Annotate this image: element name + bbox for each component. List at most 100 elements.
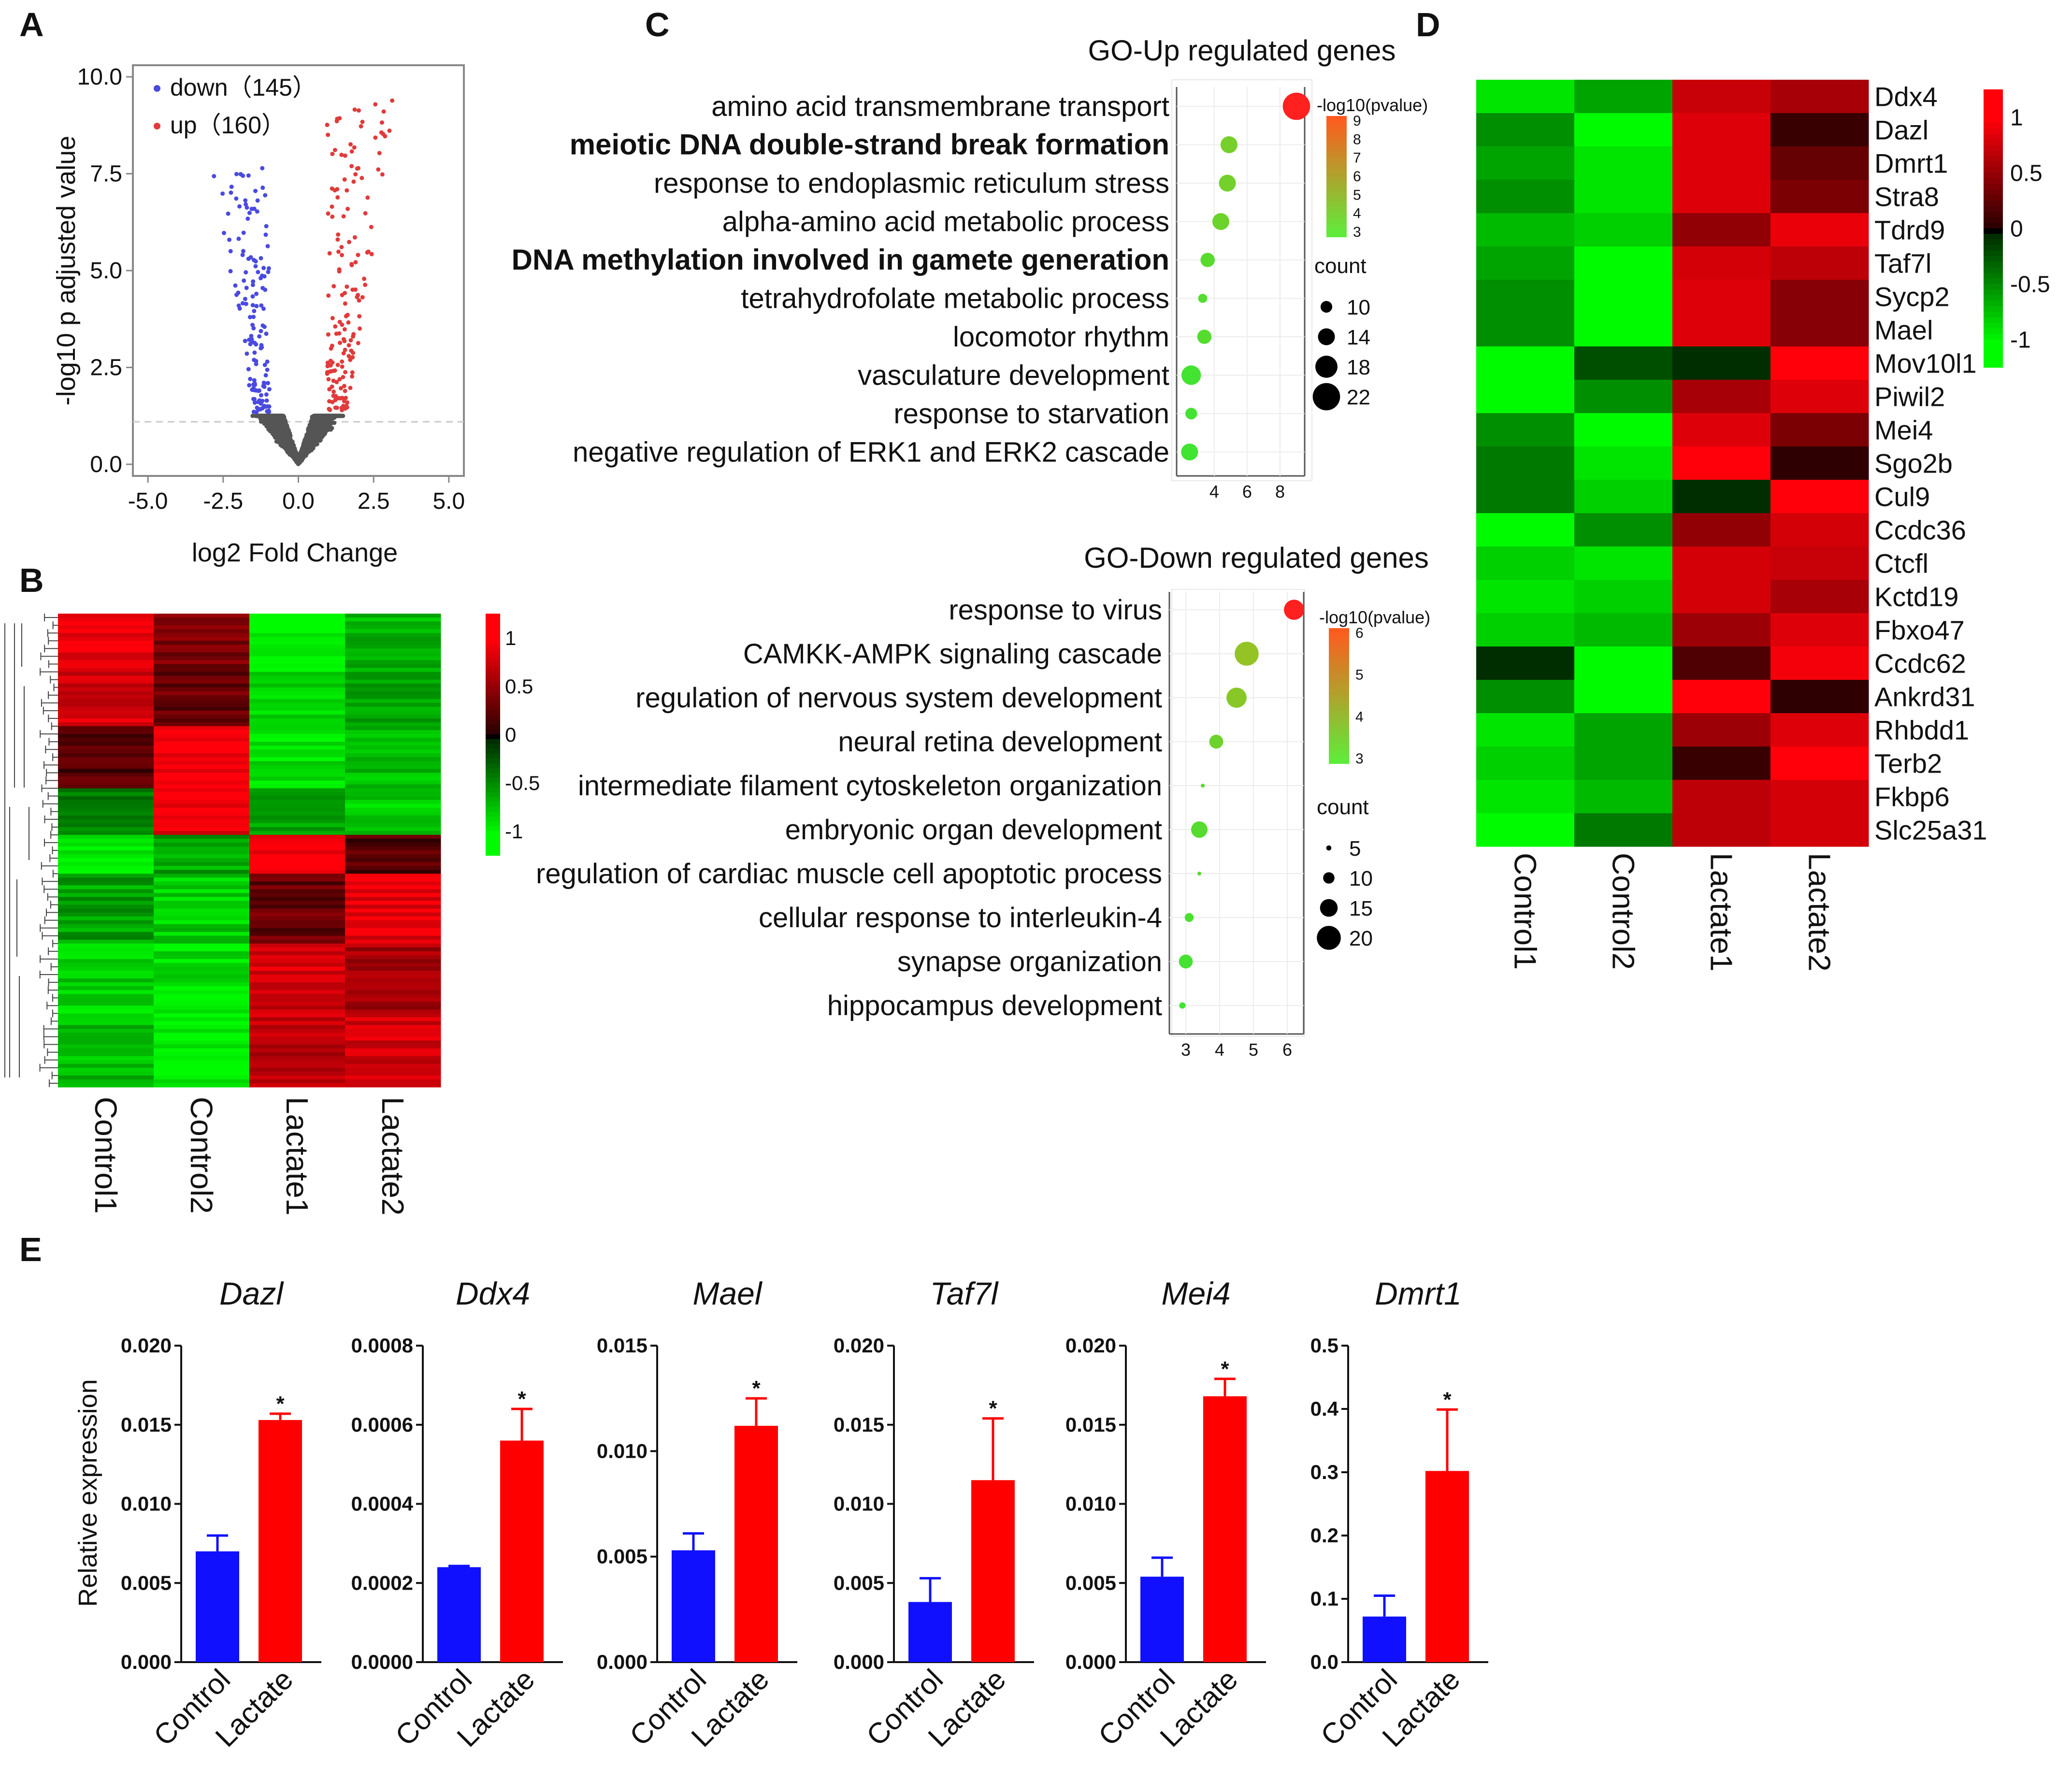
heatmap-b-cell (345, 994, 441, 998)
heatmap-b-cell (249, 1013, 345, 1018)
go-dot (1179, 954, 1193, 969)
volcano-point-down (249, 333, 254, 338)
heatmap-b-cell (345, 1025, 441, 1030)
heatmap-b-scale-step (486, 720, 500, 725)
volcano-point-down (251, 409, 256, 414)
heatmap-d-row-label: Tdrd9 (1874, 215, 1945, 245)
heatmap-b-cell (345, 773, 441, 777)
volcano-xtick-label: -5.0 (128, 488, 168, 514)
bar-rect (1363, 1616, 1406, 1662)
heatmap-b-cell (249, 769, 345, 773)
volcano-point-down (252, 350, 257, 355)
heatmap-b-cell (345, 815, 441, 820)
heatmap-b-cell (58, 1036, 154, 1041)
heatmap-b-cell (154, 1002, 250, 1006)
go-xtick-label: 3 (1181, 1040, 1191, 1060)
heatmap-b-cell (249, 897, 345, 901)
heatmap-b-cell (58, 780, 154, 785)
heatmap-b-cell (154, 656, 250, 660)
heatmap-d-scale-step (1984, 289, 2003, 296)
heatmap-b-cell (58, 823, 154, 828)
volcano-point-ns (310, 430, 315, 434)
heatmap-d-scale-step (1984, 167, 2003, 173)
heatmap-b-cell (154, 753, 250, 758)
volcano-point-down (251, 326, 256, 330)
heatmap-b-cell (154, 842, 250, 847)
heatmap-b-cell (58, 706, 154, 711)
heatmap-d-scale-step (1984, 195, 2003, 201)
heatmap-d-cell (1476, 213, 1575, 247)
volcano-point-down (260, 166, 265, 171)
heatmap-b-cell (154, 776, 250, 781)
heatmap-b-cell (345, 672, 441, 676)
go-color-legend-step (1329, 642, 1349, 646)
go-xtick-label: 8 (1275, 482, 1285, 502)
go-color-legend-step (1329, 686, 1349, 689)
heatmap-b-cell (58, 1067, 154, 1072)
heatmap-b-cell (345, 679, 441, 684)
go-color-legend-step (1329, 672, 1349, 676)
heatmap-b-cell (249, 656, 345, 660)
heatmap-b-cell (154, 1044, 250, 1049)
go-color-legend-step (1326, 173, 1347, 177)
heatmap-b-cell (345, 1029, 441, 1034)
go-color-legend-step (1326, 225, 1347, 229)
heatmap-b-cell (58, 901, 154, 905)
heatmap-b-scale-step (486, 763, 500, 769)
heatmap-b-cell (154, 874, 250, 878)
heatmap-b-cell (345, 1048, 441, 1053)
volcano-point-ns (316, 427, 320, 431)
go-color-legend-label: 6 (1355, 625, 1364, 641)
heatmap-b-cell (249, 877, 345, 882)
heatmap-b-cell (154, 1048, 250, 1053)
volcano-point-ns (250, 414, 255, 418)
go-dot (1181, 365, 1201, 385)
heatmap-b-column-label: Lactate2 (375, 1097, 410, 1216)
go-dot (1197, 330, 1212, 344)
heatmap-b-cell (58, 664, 154, 668)
heatmap-b-cell (58, 1052, 154, 1057)
bar-ytick-label: 0.2 (1310, 1524, 1338, 1547)
go-color-legend-step (1329, 706, 1349, 710)
volcano-point-down (263, 373, 268, 378)
volcano-point-down (261, 306, 266, 311)
heatmap-b-cell (249, 621, 345, 626)
go-color-legend-label: 9 (1353, 113, 1361, 129)
heatmap-b-cell (154, 858, 250, 862)
go-color-legend-step (1329, 638, 1349, 642)
bar-ytick-label: 0.010 (121, 1493, 172, 1515)
heatmap-d-cell (1672, 80, 1771, 114)
bar-ytick-label: 0.000 (597, 1651, 648, 1673)
heatmap-d-row-label: Mei4 (1874, 415, 1933, 445)
heatmap-b-cell (154, 975, 250, 979)
heatmap-b-cell (58, 641, 154, 645)
go-color-legend-step (1326, 125, 1347, 129)
volcano-point-up (351, 179, 356, 184)
heatmap-b-cell (58, 1075, 154, 1080)
volcano-point-up (351, 334, 356, 339)
heatmap-b-scale-step (486, 744, 500, 749)
heatmap-b-cell (154, 854, 250, 859)
heatmap-b-cell (249, 1067, 345, 1072)
volcano-point-ns (323, 429, 328, 433)
heatmap-b-scale-step (486, 797, 500, 803)
volcano-point-up (340, 359, 345, 364)
volcano-point-ns (330, 414, 335, 418)
volcano-point-down (262, 362, 267, 367)
heatmap-b-scale-step (486, 841, 500, 846)
go-dot (1226, 688, 1247, 708)
heatmap-b-cell (58, 722, 154, 727)
heatmap-d-cell (1770, 80, 1869, 114)
heatmap-d-scale-step (1984, 339, 2003, 345)
heatmap-b-cell (58, 714, 154, 719)
heatmap-d-scale-step (1984, 273, 2003, 279)
heatmap-b-cell (345, 881, 441, 886)
heatmap-b-cell (154, 881, 250, 886)
go-dot (1197, 872, 1201, 876)
heatmap-d-scale-label: 0.5 (2010, 161, 2043, 187)
heatmap-d-cell (1770, 213, 1869, 247)
panel-label-a: A (19, 6, 44, 43)
heatmap-b-cell (249, 710, 345, 715)
volcano-point-up (380, 172, 385, 177)
volcano-point-ns (269, 422, 274, 427)
